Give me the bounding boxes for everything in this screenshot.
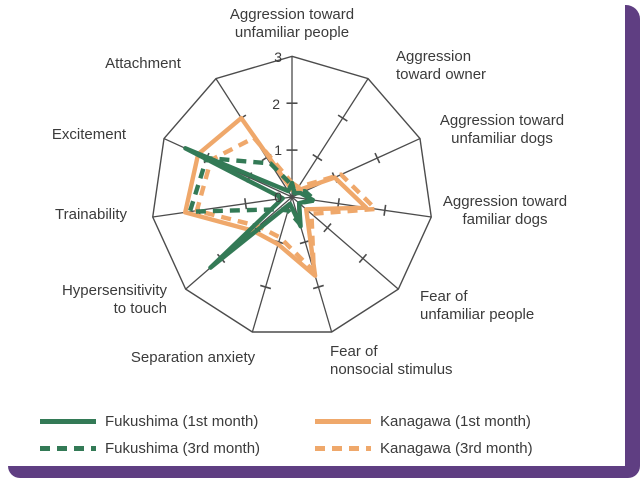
- radar-tick-mark: [312, 284, 324, 290]
- axis-label-hypersensitivity-to-touch: Hypersensitivity to touch: [61, 282, 167, 317]
- radar-spoke: [251, 196, 293, 333]
- radar-spoke: [291, 196, 399, 290]
- axis-label-aggression-unfamiliar-dogs: Aggression toward unfamiliar dogs: [439, 112, 565, 147]
- axis-label-fear-unfamiliar-people: Fear of unfamiliar people: [420, 288, 535, 323]
- axis-label-attachment: Attachment: [105, 55, 181, 72]
- radar-tick-mark: [337, 114, 348, 122]
- legend-item-fukushima-3rd: Fukushima (3rd month): [40, 439, 260, 457]
- legend-swatch-fukushima-1st: [40, 418, 96, 424]
- axis-label-aggression-unfamiliar-people: Aggression toward unfamiliar people: [229, 6, 355, 41]
- legend-item-kanagawa-3rd: Kanagawa (3rd month): [315, 439, 533, 457]
- axis-label-separation-anxiety: Separation anxiety: [130, 349, 256, 366]
- radial-tick-label-1: 1: [274, 142, 282, 158]
- axis-label-aggression-owner: Aggression toward owner: [396, 48, 487, 83]
- legend-item-fukushima-1st: Fukushima (1st month): [40, 412, 258, 430]
- radar-tick-mark: [260, 284, 272, 290]
- legend-label-fukushima-3rd: Fukushima (3rd month): [105, 439, 261, 457]
- radial-tick-label-3: 3: [274, 49, 282, 65]
- series-polygon-kanagawa-3rd-month-: [194, 135, 378, 274]
- axis-label-excitement: Excitement: [51, 126, 127, 143]
- radar-tick-mark: [323, 223, 332, 233]
- legend-swatch-kanagawa-3rd: [315, 445, 371, 451]
- legend-swatch-kanagawa-1st: [315, 418, 371, 424]
- radar-spoke: [152, 196, 293, 218]
- legend-label-fukushima-1st: Fukushima (1st month): [105, 412, 259, 430]
- radar-tick-mark: [244, 198, 248, 210]
- radial-tick-label-2: 2: [272, 96, 280, 112]
- legend-label-kanagawa-1st: Kanagawa (1st month): [380, 412, 531, 430]
- legend-item-kanagawa-1st: Kanagawa (1st month): [315, 412, 531, 430]
- radial-tick-label-0: 0: [274, 189, 282, 205]
- radar-tick-mark: [358, 253, 368, 264]
- series-polygon-fukushima-1st-month-: [183, 146, 316, 270]
- radar-tick-mark: [383, 204, 387, 216]
- legend-swatch-fukushima-3rd: [40, 445, 96, 451]
- radar-tick-mark: [312, 153, 323, 162]
- axis-label-aggression-familiar-dogs: Aggression toward familiar dogs: [442, 193, 568, 228]
- legend-label-kanagawa-3rd: Kanagawa (3rd month): [380, 439, 533, 457]
- axis-label-fear-nonsocial-stimulus: Fear of nonsocial stimulus: [330, 343, 453, 378]
- axis-label-trainability: Trainability: [55, 206, 127, 223]
- radar-spoke: [291, 78, 369, 198]
- radar-outer-polygon: [152, 55, 432, 333]
- radar-tick-mark: [374, 152, 381, 164]
